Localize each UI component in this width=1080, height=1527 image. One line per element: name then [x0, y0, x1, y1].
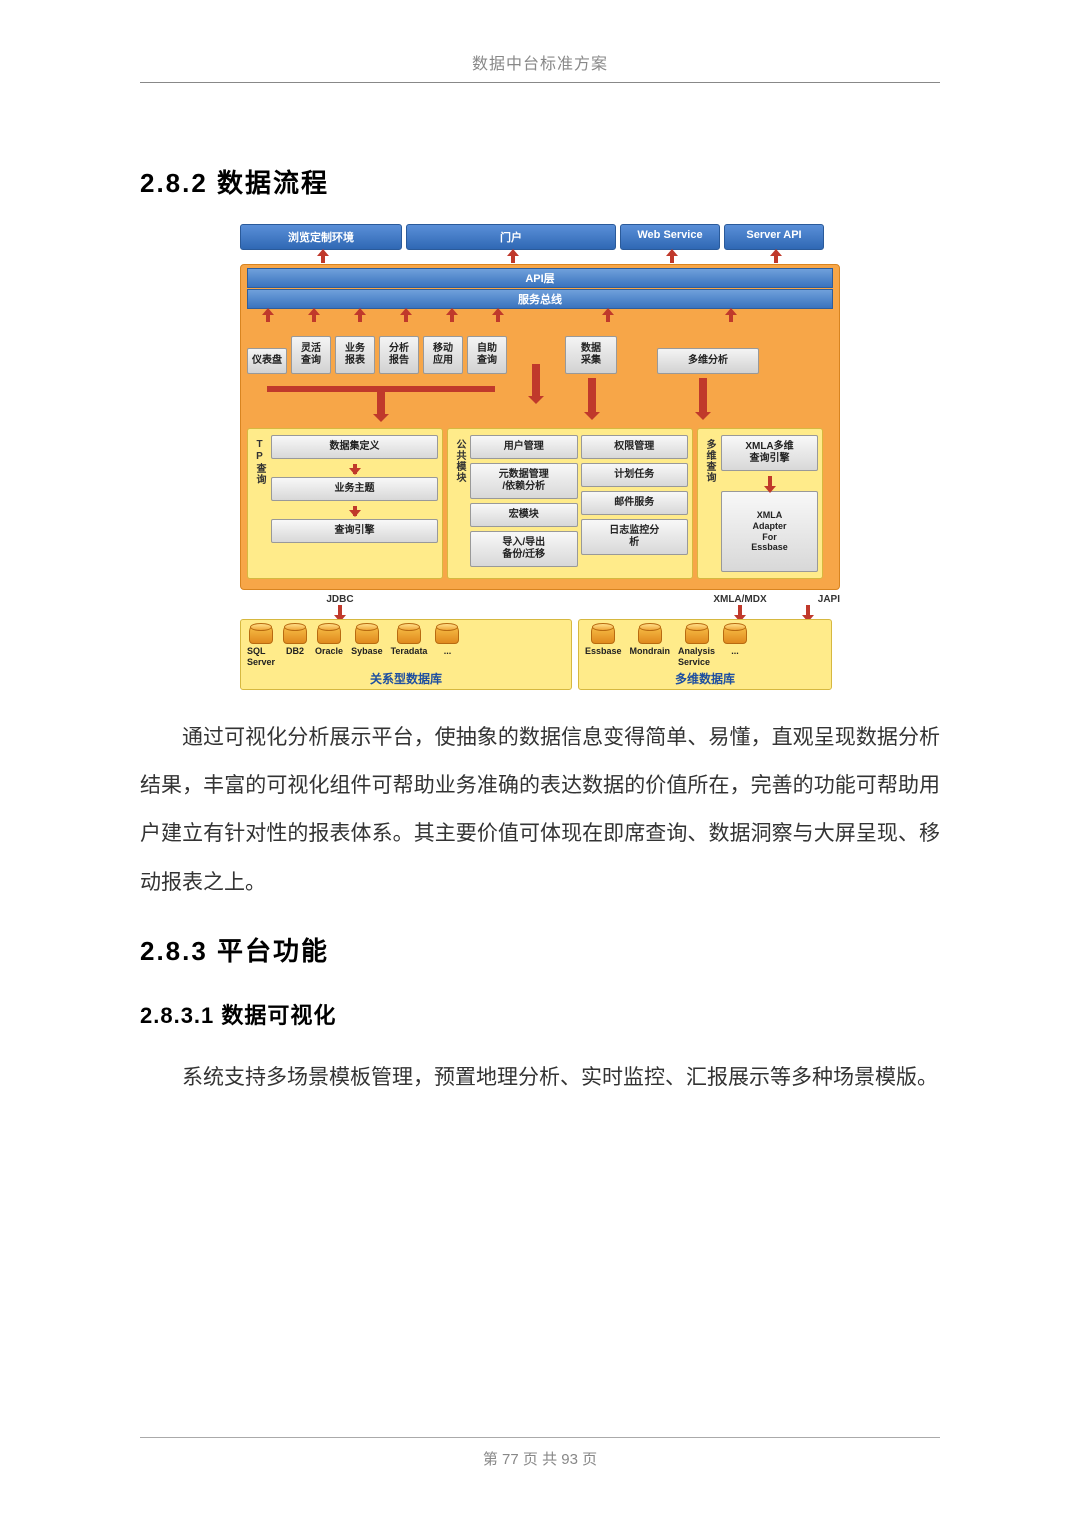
database-icon: [638, 624, 662, 644]
up-arrow-icon: [493, 310, 503, 322]
proto-japi: JAPI: [790, 594, 840, 605]
cell-mail: 邮件服务: [581, 491, 689, 515]
up-arrow-icon: [263, 310, 273, 322]
db-sqlserver: SQL Server: [247, 624, 275, 668]
module-selfquery: 自助 查询: [467, 336, 507, 374]
top-box-portal: 门户: [406, 224, 616, 250]
doc-header: 数据中台标准方案: [140, 50, 940, 83]
cell-log-monitor: 日志监控分 析: [581, 519, 689, 555]
database-icon: [249, 624, 273, 644]
module-bizreport: 业务 报表: [335, 336, 375, 374]
cell-perm-mgmt: 权限管理: [581, 435, 689, 459]
db-more2: ...: [723, 624, 747, 657]
orange-main-block: API层 服务总线 仪表盘 灵活 查询 业务 报表 分析 报告: [240, 264, 840, 590]
cell-dataset-def: 数据集定义: [271, 435, 438, 459]
up-arrow-icon: [309, 310, 319, 322]
db-caption-relational: 关系型数据库: [247, 670, 565, 687]
db-caption-multidim: 多维数据库: [585, 670, 825, 687]
down-arrow-icon: [588, 378, 596, 414]
down-arrow-icon: [765, 476, 775, 492]
module-mobile: 移动 应用: [423, 336, 463, 374]
db-teradata: Teradata: [391, 624, 428, 657]
db-panel-relational: SQL Server DB2 Oracle Sybase Teradata ..…: [240, 619, 572, 690]
module-flexquery: 灵活 查询: [291, 336, 331, 374]
up-arrow-icon: [447, 310, 457, 322]
api-layer-bar: API层: [247, 268, 833, 288]
up-arrow-icon: [726, 310, 736, 322]
db-sybase: Sybase: [351, 624, 383, 657]
paragraph-2: 系统支持多场景模板管理，预置地理分析、实时监控、汇报展示等多种场景模版。: [140, 1054, 940, 1102]
up-arrow-icon: [318, 251, 328, 263]
database-icon: [591, 624, 615, 644]
module-analysis-report: 分析 报告: [379, 336, 419, 374]
database-icon: [685, 624, 709, 644]
architecture-diagram: 浏览定制环境 门户 Web Service Server API API层 服务…: [240, 224, 840, 690]
page-footer: 第 77 页 共 93 页: [140, 1437, 940, 1469]
section-heading-283: 2.8.3 平台功能: [140, 931, 940, 968]
cell-user-mgmt: 用户管理: [470, 435, 578, 459]
db-mondrain: Mondrain: [630, 624, 671, 657]
up-arrow-icon: [355, 310, 365, 322]
database-icon: [435, 624, 459, 644]
db-essbase: Essbase: [585, 624, 622, 657]
database-icon: [317, 624, 341, 644]
top-box-webservice: Web Service: [620, 224, 720, 250]
cell-import-export: 导入/导出 备份/迁移: [470, 531, 578, 567]
section-heading-282: 2.8.2 数据流程: [140, 163, 940, 200]
proto-xmla: XMLA/MDX: [690, 594, 790, 605]
up-arrow-icon: [771, 251, 781, 263]
down-arrow-icon: [350, 506, 360, 516]
up-arrow-icon: [508, 251, 518, 263]
cell-macro: 宏模块: [470, 503, 578, 527]
module-data-collect: 数据 采集: [565, 336, 617, 374]
db-db2: DB2: [283, 624, 307, 657]
up-arrow-icon: [401, 310, 411, 322]
vlabel-tp: TP查询: [252, 435, 267, 572]
db-more: ...: [435, 624, 459, 657]
cell-biz-topic: 业务主题: [271, 477, 438, 501]
service-bus-bar: 服务总线: [247, 289, 833, 309]
vlabel-multidim: 多维查询: [702, 435, 717, 572]
db-analysis-service: Analysis Service: [678, 624, 715, 668]
top-box-serverapi: Server API: [724, 224, 824, 250]
cell-query-engine: 查询引擎: [271, 519, 438, 543]
right-yellow-panel: 多维查询 XMLA多维 查询引擎 XMLA Adapter For Essbas…: [697, 428, 823, 579]
module-dashboard: 仪表盘: [247, 348, 287, 374]
paragraph-1: 通过可视化分析展示平台，使抽象的数据信息变得简单、易懂，直观呈现数据分析结果，丰…: [140, 714, 940, 907]
db-oracle: Oracle: [315, 624, 343, 657]
vlabel-common: 公共模块: [452, 435, 467, 572]
database-icon: [397, 624, 421, 644]
down-arrow-icon: [350, 464, 360, 474]
mid-yellow-panel: 公共模块 用户管理 元数据管理 /依赖分析 宏模块 导入/导出 备份/迁移 权限…: [447, 428, 693, 579]
database-icon: [723, 624, 747, 644]
db-panel-multidim: Essbase Mondrain Analysis Service ... 多维…: [578, 619, 832, 690]
module-multidim: 多维分析: [657, 348, 759, 374]
database-icon: [355, 624, 379, 644]
left-yellow-panel: TP查询 数据集定义 业务主题 查询引擎: [247, 428, 443, 579]
down-arrow-icon: [377, 386, 385, 416]
down-arrow-icon: [532, 364, 540, 398]
cell-xmla-engine: XMLA多维 查询引擎: [721, 435, 818, 471]
cell-metadata: 元数据管理 /依赖分析: [470, 463, 578, 499]
cell-xmla-adapter: XMLA Adapter For Essbase: [721, 491, 818, 572]
top-box-browser: 浏览定制环境: [240, 224, 402, 250]
down-arrow-icon: [699, 378, 707, 414]
section-heading-2831: 2.8.3.1 数据可视化: [140, 998, 940, 1030]
up-arrow-icon: [603, 310, 613, 322]
cell-schedule: 计划任务: [581, 463, 689, 487]
database-icon: [283, 624, 307, 644]
up-arrow-icon: [667, 251, 677, 263]
proto-jdbc: JDBC: [240, 594, 440, 605]
